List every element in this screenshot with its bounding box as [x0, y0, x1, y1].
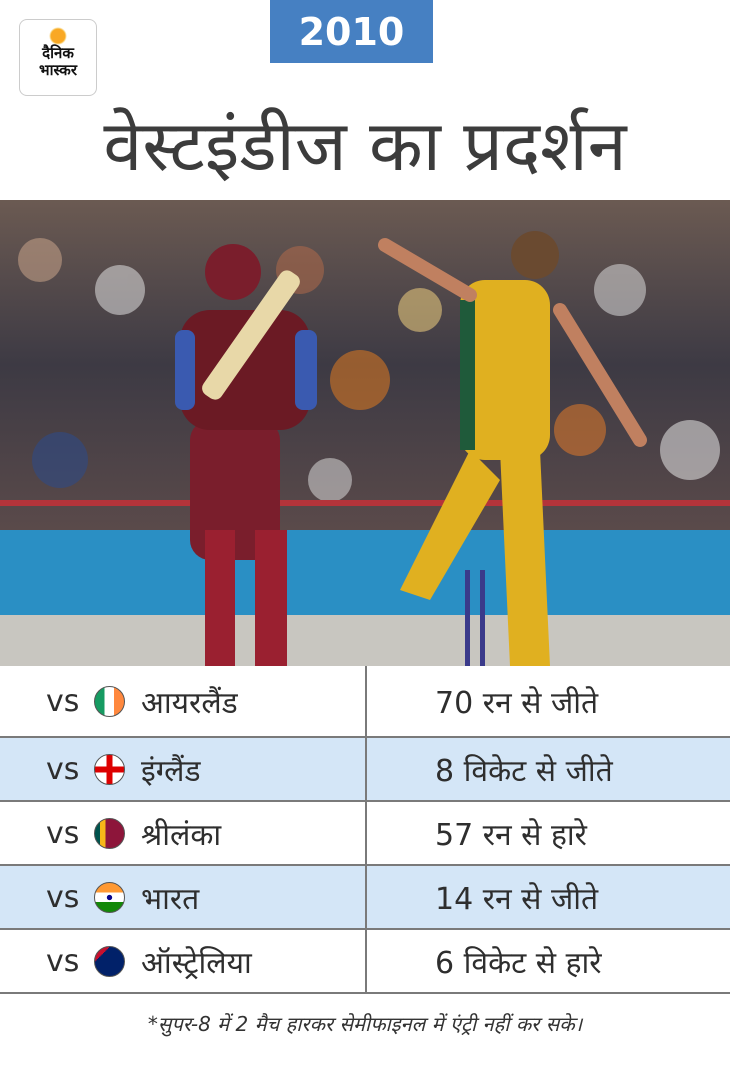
- match-result: 57 रन से हारे: [435, 817, 587, 853]
- footnote: *सुपर-8 में 2 मैच हारकर सेमीफाइनल में एं…: [147, 1012, 583, 1036]
- vs-label: vs: [46, 879, 80, 915]
- match-result: 70 रन से जीते: [435, 685, 599, 721]
- vs-label: vs: [46, 815, 80, 851]
- opponent-name: इंग्लैंड: [141, 753, 201, 789]
- opponent-name: आयरलैंड: [141, 685, 238, 721]
- vs-label: vs: [46, 683, 80, 719]
- page-title: वेस्टइंडीज का प्रदर्शन: [103, 105, 627, 187]
- logo-line-1: दैनिक: [42, 44, 74, 62]
- sun-icon: [49, 27, 67, 45]
- table-row: vs इंग्लैंड 8 विकेट से जीते: [0, 738, 730, 802]
- match-photo: [0, 200, 730, 666]
- table-row: vs श्रीलंका 57 रन से हारे: [0, 802, 730, 866]
- ireland-flag-icon: [94, 685, 125, 717]
- match-result: 6 विकेट से हारे: [435, 945, 602, 981]
- vs-label: vs: [46, 751, 80, 787]
- match-result: 14 रन से जीते: [435, 881, 599, 917]
- results-table: vs आयरलैंड 70 रन से जीते vs इंग्लैंड 8 व…: [0, 666, 730, 994]
- table-row: vs आयरलैंड 70 रन से जीते: [0, 666, 730, 738]
- logo-line-2: भास्कर: [39, 61, 77, 79]
- england-flag-icon: [94, 753, 125, 785]
- india-flag-icon: [94, 881, 125, 913]
- sri-lanka-flag-icon: [94, 817, 125, 849]
- opponent-name: श्रीलंका: [141, 817, 222, 853]
- australia-flag-icon: [94, 945, 125, 977]
- year-badge: 2010: [270, 0, 433, 63]
- vs-label: vs: [46, 943, 80, 979]
- match-result: 8 विकेट से जीते: [435, 753, 613, 789]
- opponent-name: ऑस्ट्रेलिया: [141, 945, 252, 981]
- table-row: vs ऑस्ट्रेलिया 6 विकेट से हारे: [0, 930, 730, 994]
- dainik-bhaskar-logo: दैनिक भास्कर: [19, 19, 97, 96]
- table-row: vs भारत 14 रन से जीते: [0, 866, 730, 930]
- opponent-name: भारत: [141, 881, 200, 917]
